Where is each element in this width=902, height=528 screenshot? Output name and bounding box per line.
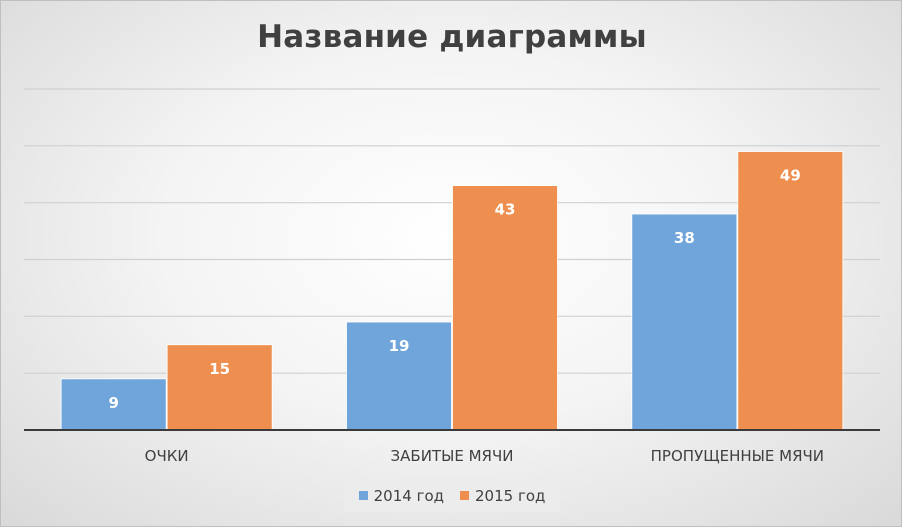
bars: [60, 151, 844, 431]
data-label: 49: [780, 167, 801, 185]
legend-swatch-2015: [460, 491, 469, 500]
legend-swatch-2014: [358, 491, 368, 500]
category-label: ЗАБИТЫЕ МЯЧИ: [391, 447, 514, 465]
legend-item-2015: 2015 год: [460, 487, 545, 505]
category-labels: ОЧКИ ЗАБИТЫЕ МЯЧИ ПРОПУЩЕННЫЕ МЯЧИ: [145, 447, 824, 465]
data-label: 43: [495, 201, 516, 219]
chart-title: Название диаграммы: [257, 19, 647, 55]
legend-item-2014: 2014 год: [358, 486, 444, 505]
category-label: ОЧКИ: [145, 447, 189, 465]
data-label: 19: [389, 337, 410, 355]
bar-2015-2: [737, 151, 844, 431]
data-label: 9: [108, 394, 118, 412]
category-label: ПРОПУЩЕННЫЕ МЯЧИ: [651, 447, 824, 465]
legend-label-2015: 2015 год: [475, 486, 546, 505]
bar-2015-0: [166, 344, 273, 431]
value-labels: 9 15 19 43 38 49: [108, 167, 800, 412]
data-label: 15: [209, 360, 230, 378]
legend-label-2014: 2014 год: [373, 486, 444, 505]
bar-2015-1: [452, 185, 558, 431]
data-label: 38: [674, 229, 695, 247]
legend: 2014 год 2015 год: [344, 479, 560, 512]
gridlines: [24, 88, 880, 374]
bar-2014-0: [60, 378, 167, 431]
